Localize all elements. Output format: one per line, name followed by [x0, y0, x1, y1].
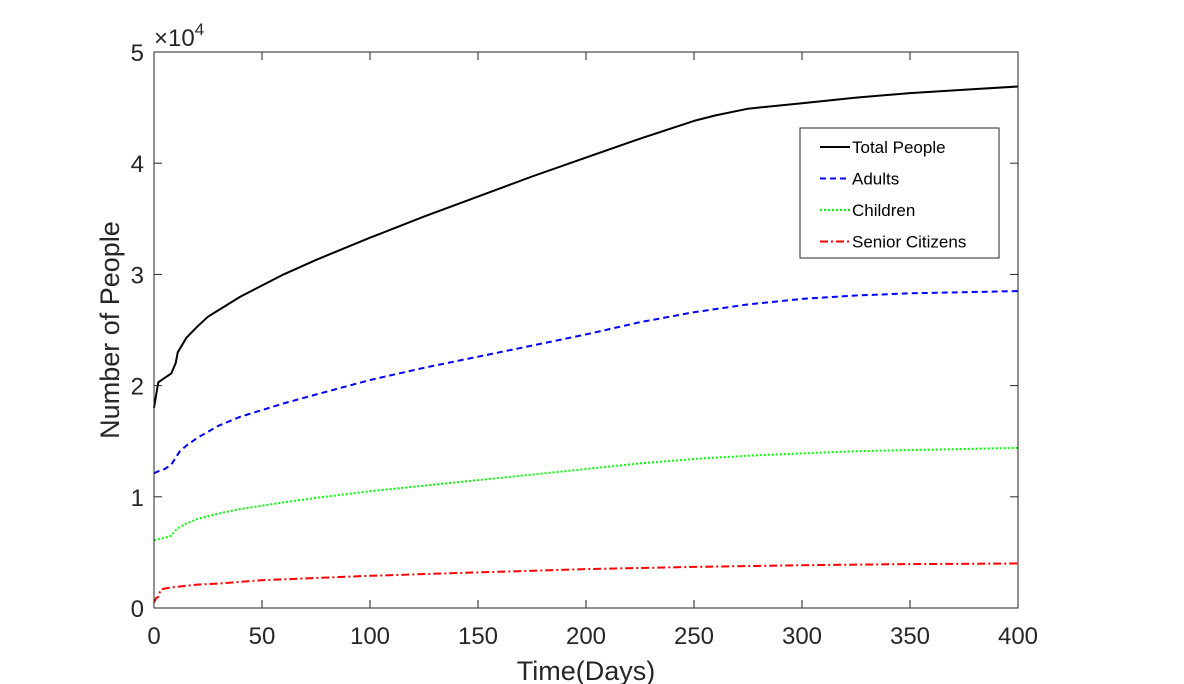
- legend-box: [799, 127, 1000, 259]
- legend-label-0: Total People: [852, 138, 946, 157]
- series-line-0: [153, 85, 1019, 408]
- y-tick-label: 3: [131, 262, 144, 289]
- x-axis-title: Time(Days): [517, 656, 656, 684]
- y-tick-label: 4: [131, 151, 144, 178]
- x-tick-label: 50: [249, 623, 276, 650]
- legend-label-1: Adults: [852, 170, 899, 189]
- y-exponent-base: ×10: [154, 25, 195, 52]
- series-line-3: [153, 562, 1019, 603]
- x-tick-label: 400: [998, 623, 1038, 650]
- x-tick-label: 200: [566, 623, 606, 650]
- x-axis-ticks: 0 50 100 150 200 250 300 350 400: [147, 52, 1038, 650]
- x-tick-label: 300: [782, 623, 822, 650]
- y-tick-label: 2: [131, 374, 144, 401]
- y-tick-label: 0: [131, 596, 144, 623]
- y-axis-title: Number of People: [95, 221, 125, 439]
- x-tick-label: 250: [674, 623, 714, 650]
- y-axis-ticks: 0 1 2 3 4 5: [131, 40, 1018, 623]
- y-exponent-label: ×104: [154, 20, 204, 52]
- legend-entries: Total People Adults Children Senior Citizen…: [820, 138, 966, 252]
- y-tick-label: 1: [131, 485, 144, 512]
- legend-label-2: Children: [852, 201, 915, 220]
- legend-label-3: Senior Citizens: [852, 233, 966, 252]
- y-exponent-power: 4: [195, 20, 204, 39]
- series-line-2: [153, 446, 1019, 542]
- y-tick-label: 5: [131, 40, 144, 67]
- x-tick-label: 100: [350, 623, 390, 650]
- series-layer: [153, 85, 1019, 603]
- x-tick-label: 150: [458, 623, 498, 650]
- series-line-1: [153, 290, 1019, 475]
- x-tick-label: 350: [890, 623, 930, 650]
- x-tick-label: 0: [147, 623, 160, 650]
- legend: Total People Adults Children Senior Citizen…: [799, 127, 1000, 259]
